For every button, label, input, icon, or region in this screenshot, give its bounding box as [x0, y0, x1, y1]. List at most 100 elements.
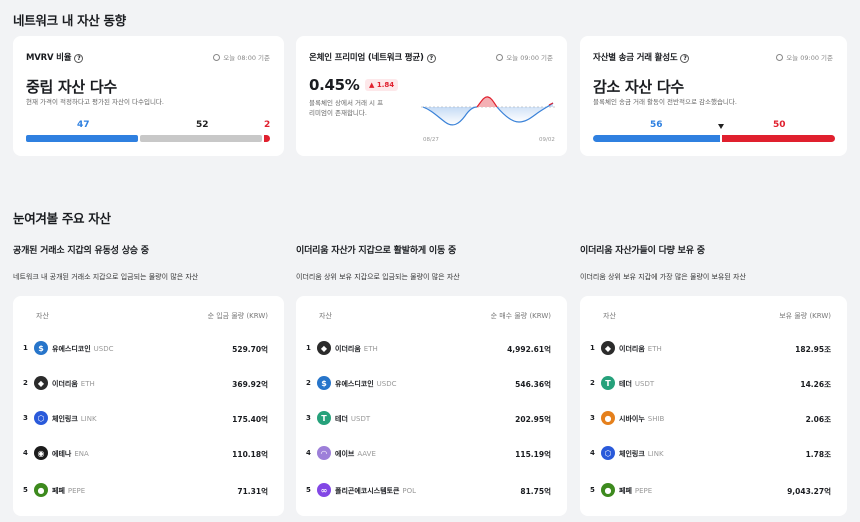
shiba-icon: ● [601, 411, 615, 425]
pepe-icon: ● [34, 483, 48, 497]
asset-row[interactable]: 3 T 테더 USDT 202.95억 [296, 409, 567, 429]
card-title-premium: 온체인 프리미엄 (네트워크 평균) [309, 53, 424, 63]
rank-number: 5 [23, 486, 28, 494]
premium-sparkline [421, 96, 556, 126]
asset-symbol: POL [402, 487, 417, 495]
transfer-increase-count: 56 [650, 120, 663, 130]
help-icon[interactable]: ? [680, 54, 690, 63]
transfer-increase-bar [593, 135, 720, 142]
asset-symbol: ETH [363, 345, 378, 353]
premium-value: 0.45% [309, 76, 360, 94]
asset-amount: 14.26조 [800, 380, 831, 389]
asset-name: 유에스디코인 [335, 380, 374, 388]
usdc-icon: $ [34, 341, 48, 355]
mvrv-high-count: 2 [264, 120, 271, 130]
mvrv-mid-count: 52 [196, 120, 209, 130]
asset-amount: 9,043.27억 [787, 487, 831, 496]
asset-symbol: USDT [350, 415, 371, 423]
asset-symbol: ETH [647, 345, 662, 353]
asset-row[interactable]: 1 ◆ 이더리움 ETH 4,992.61억 [296, 339, 567, 359]
clock-icon [776, 54, 784, 61]
rank-number: 1 [306, 344, 311, 352]
asset-amount: 529.70억 [232, 345, 268, 354]
asset-name: 에이브 [335, 450, 355, 458]
premium-x-end: 09/02 [539, 137, 555, 143]
rank-number: 1 [23, 344, 28, 352]
asset-row[interactable]: 2 T 테더 USDT 14.26조 [580, 374, 847, 394]
column-header-amount: 보유 물량 (KRW) [779, 312, 831, 320]
clock-icon [496, 54, 504, 61]
group-title-eth-holding: 이더리움 자산가들이 다량 보유 중 [580, 246, 705, 256]
column-header-asset: 자산 [36, 312, 49, 320]
card-title-mvrv: MVRV 비율 [26, 53, 72, 63]
mvrv-low-count: 47 [77, 120, 90, 130]
transfer-activity-card[interactable]: 자산별 송금 거래 활성도? 오늘 09:00 기준 감소 자산 다수 블록체인… [580, 36, 847, 156]
asset-name: 시바이누 [619, 415, 645, 423]
rank-number: 1 [590, 344, 595, 352]
rank-number: 2 [23, 379, 28, 387]
timestamp: 오늘 09:00 기준 [496, 52, 553, 62]
asset-row[interactable]: 3 ● 시바이누 SHIB 2.06조 [580, 409, 847, 429]
mvrv-description: 현재 가격이 적정하다고 평가된 자산이 다수입니다. [26, 98, 164, 106]
asset-row[interactable]: 2 ◆ 이더리움 ETH 369.92억 [13, 374, 284, 394]
transfer-description: 블록체인 송금 거래 활동이 전반적으로 감소했습니다. [593, 98, 737, 106]
premium-description-1: 블록체인 상에서 거래 시 프 [309, 99, 384, 107]
asset-symbol: PEPE [67, 487, 86, 495]
onchain-premium-card[interactable]: 온체인 프리미엄 (네트워크 평균)? 오늘 09:00 기준 0.45% ▲ … [296, 36, 567, 156]
asset-amount: 369.92억 [232, 380, 268, 389]
asset-symbol: LINK [647, 450, 664, 458]
asset-name: 페페 [619, 487, 632, 495]
asset-name: 이더리움 [335, 345, 361, 353]
mvrv-card[interactable]: MVRV 비율? 오늘 08:00 기준 중립 자산 다수 현재 가격이 적정하… [13, 36, 284, 156]
asset-row[interactable]: 2 $ 유에스디코인 USDC 546.36억 [296, 374, 567, 394]
asset-amount: 4,992.61억 [507, 345, 551, 354]
ethereum-icon: ◆ [317, 341, 331, 355]
asset-amount: 175.40억 [232, 415, 268, 424]
asset-list-exchange: 자산 순 입금 물량 (KRW) 1 $ 유에스디코인 USDC 529.70억 2 ◆ 이더리움… [13, 296, 284, 516]
chainlink-icon: ⬡ [601, 446, 615, 460]
group-desc-eth-moving: 이더리움 상위 보유 지갑으로 입금되는 물량이 많은 자산 [296, 273, 460, 281]
transfer-decrease-bar [722, 135, 835, 142]
asset-amount: 1.78조 [805, 450, 831, 459]
asset-row[interactable]: 4 ◠ 에이브 AAVE 115.19억 [296, 444, 567, 464]
asset-name: 유에스디코인 [52, 345, 91, 353]
group-title-exchange: 공개된 거래소 지갑의 유동성 상승 중 [13, 246, 149, 256]
asset-symbol: USDC [93, 345, 114, 353]
mvrv-mid-bar [140, 135, 262, 142]
asset-amount: 81.75억 [520, 487, 551, 496]
asset-symbol: ENA [74, 450, 89, 458]
asset-row[interactable]: 4 ⬡ 체인링크 LINK 1.78조 [580, 444, 847, 464]
rank-number: 5 [590, 486, 595, 494]
timestamp: 오늘 08:00 기준 [213, 52, 270, 62]
asset-symbol: SHIB [647, 415, 665, 423]
asset-symbol: LINK [80, 415, 97, 423]
aave-icon: ◠ [317, 446, 331, 460]
premium-change-badge: ▲ 1.84 [365, 79, 399, 91]
asset-row[interactable]: 1 ◆ 이더리움 ETH 182.95조 [580, 339, 847, 359]
asset-list-eth-moving: 자산 순 매수 물량 (KRW) 1 ◆ 이더리움 ETH 4,992.61억 2 $ 유에스디코… [296, 296, 567, 516]
asset-row[interactable]: 3 ⬡ 체인링크 LINK 175.40억 [13, 409, 284, 429]
chainlink-icon: ⬡ [34, 411, 48, 425]
asset-row[interactable]: 5 ● 페페 PEPE 71.31억 [13, 481, 284, 501]
timestamp: 오늘 09:00 기준 [776, 52, 833, 62]
asset-row[interactable]: 4 ◉ 에테나 ENA 110.18억 [13, 444, 284, 464]
transfer-decrease-count: 50 [773, 120, 786, 130]
help-icon[interactable]: ? [426, 54, 436, 63]
asset-row[interactable]: 5 ● 페페 PEPE 9,043.27억 [580, 481, 847, 501]
help-icon[interactable]: ? [74, 54, 84, 63]
asset-amount: 546.36억 [515, 380, 551, 389]
asset-row[interactable]: 5 ∞ 폴리곤에코시스템토큰 POL 81.75억 [296, 481, 567, 501]
premium-x-start: 08/27 [423, 137, 439, 143]
marker-triangle-icon [718, 124, 724, 129]
asset-name: 이더리움 [52, 380, 78, 388]
asset-symbol: ETH [80, 380, 95, 388]
premium-description-2: 리미엄이 존재합니다. [309, 109, 367, 117]
group-desc-exchange: 네트워크 내 공개된 거래소 지갑으로 입금되는 물량이 많은 자산 [13, 273, 199, 281]
mvrv-high-bar [264, 135, 270, 142]
rank-number: 3 [306, 414, 311, 422]
transfer-headline: 감소 자산 다수 [593, 78, 684, 96]
rank-number: 5 [306, 486, 311, 494]
asset-row[interactable]: 1 $ 유에스디코인 USDC 529.70억 [13, 339, 284, 359]
asset-amount: 182.95조 [795, 345, 831, 354]
asset-name: 에테나 [52, 450, 72, 458]
